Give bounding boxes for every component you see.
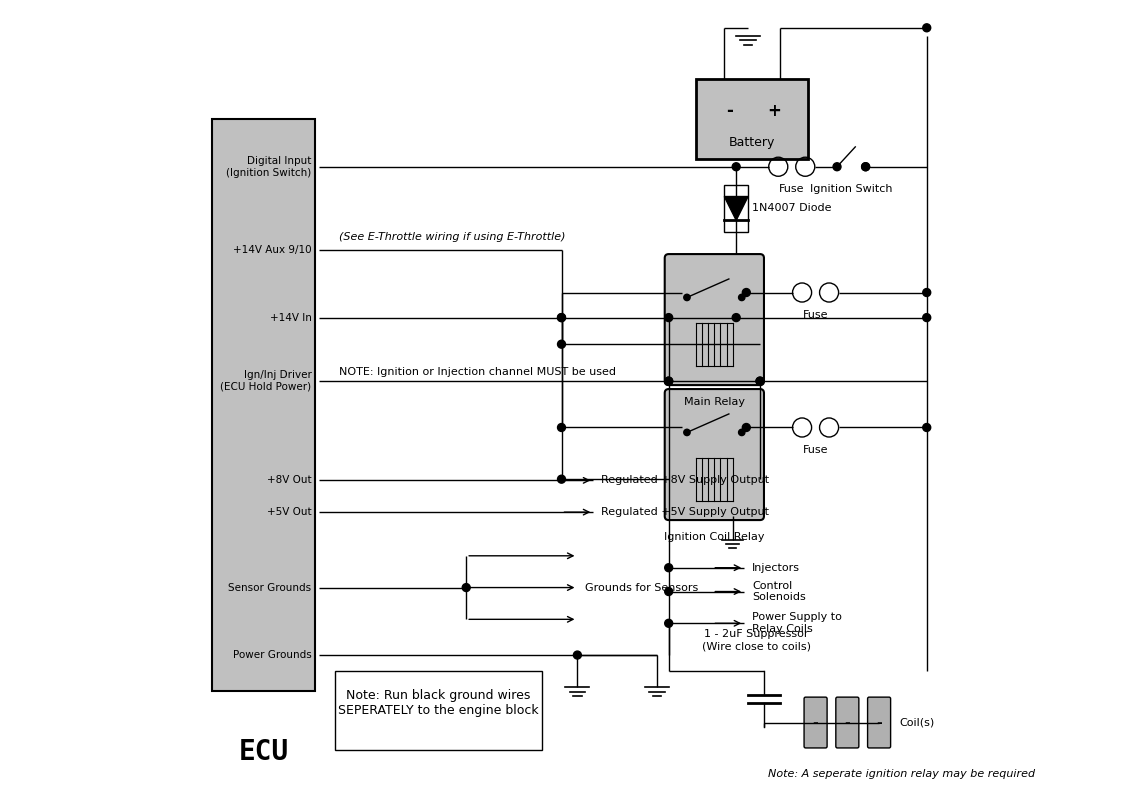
Text: (See E-Throttle wiring if using E-Throttle): (See E-Throttle wiring if using E-Thrott… [339,232,566,242]
Text: Fuse: Fuse [803,310,829,320]
Text: Fuse: Fuse [803,445,829,455]
Circle shape [665,377,673,385]
Text: Coil(s): Coil(s) [898,718,934,727]
Text: Power Supply to
Relay Coils: Power Supply to Relay Coils [752,612,842,634]
Text: Fuse: Fuse [779,184,804,195]
Text: Regulated +8V Supply Output: Regulated +8V Supply Output [601,476,769,485]
FancyBboxPatch shape [724,184,748,232]
Circle shape [665,564,673,572]
Text: Digital Input
(Ignition Switch): Digital Input (Ignition Switch) [226,156,311,178]
Text: Battery: Battery [729,137,775,149]
Circle shape [923,423,931,431]
Bar [212,119,316,691]
Circle shape [739,430,745,436]
Text: NOTE: Ignition or Injection channel MUST be used: NOTE: Ignition or Injection channel MUST… [339,367,617,377]
Circle shape [833,163,841,171]
FancyBboxPatch shape [335,671,541,750]
Text: -: - [876,715,882,730]
Text: -: - [844,715,850,730]
Text: +14V Aux 9/10: +14V Aux 9/10 [232,245,311,255]
Text: Power Grounds: Power Grounds [232,650,311,660]
Circle shape [923,288,931,296]
Circle shape [684,295,691,301]
Text: -: - [727,102,733,120]
Text: Ign/Inj Driver
(ECU Hold Power): Ign/Inj Driver (ECU Hold Power) [220,370,311,392]
Text: +8V Out: +8V Out [267,476,311,485]
Circle shape [732,314,740,322]
Circle shape [732,163,740,171]
Circle shape [756,377,764,385]
Text: Injectors: Injectors [752,563,800,572]
Circle shape [739,295,745,301]
Circle shape [742,423,750,431]
Text: +14V In: +14V In [270,313,311,322]
Circle shape [665,314,673,322]
Circle shape [923,314,931,322]
Text: 1N4007 Diode: 1N4007 Diode [752,203,831,214]
FancyBboxPatch shape [804,697,828,748]
Text: Regulated +5V Supply Output: Regulated +5V Supply Output [601,507,769,517]
FancyBboxPatch shape [836,697,859,748]
Text: Ignition Coil Relay: Ignition Coil Relay [664,532,765,542]
Text: -: - [813,715,819,730]
Circle shape [574,651,582,659]
Circle shape [756,377,764,385]
Circle shape [557,314,566,322]
Polygon shape [724,197,748,220]
Circle shape [861,163,869,171]
Text: Main Relay: Main Relay [684,397,745,407]
Circle shape [557,475,566,483]
Text: Control
Solenoids: Control Solenoids [752,580,806,603]
Text: Ignition Switch: Ignition Switch [810,184,893,195]
Circle shape [557,314,566,322]
FancyBboxPatch shape [868,697,891,748]
Circle shape [665,619,673,627]
Circle shape [684,430,691,436]
Text: ECU: ECU [238,738,289,766]
Text: +: + [767,102,782,120]
Text: +5V Out: +5V Out [267,507,311,517]
Circle shape [861,163,869,171]
Text: Grounds for Sensors: Grounds for Sensors [585,583,699,592]
FancyBboxPatch shape [665,389,764,520]
FancyBboxPatch shape [665,254,764,385]
Circle shape [665,377,673,385]
Circle shape [665,588,673,596]
Circle shape [463,584,471,592]
FancyBboxPatch shape [696,79,807,159]
Text: Sensor Grounds: Sensor Grounds [228,583,311,592]
Circle shape [557,423,566,431]
Circle shape [557,340,566,349]
Circle shape [923,24,931,32]
Text: Note: Run black ground wires
SEPERATELY to the engine block: Note: Run black ground wires SEPERATELY … [338,688,539,717]
Text: Note: A seperate ignition relay may be required: Note: A seperate ignition relay may be r… [768,769,1035,779]
Circle shape [742,288,750,296]
Text: 1 - 2uF Suppressor
(Wire close to coils): 1 - 2uF Suppressor (Wire close to coils) [702,630,811,651]
